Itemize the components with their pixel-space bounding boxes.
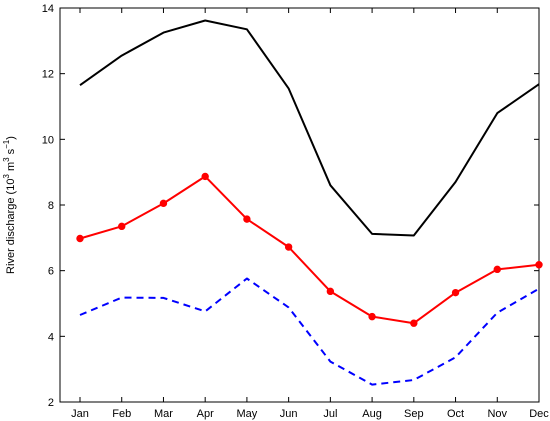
series-2-point [243,215,251,223]
series-2-point [368,312,376,321]
series-2-point [535,261,543,269]
y-axis-label-suffix: ) [5,136,17,140]
x-tick-label: Dec [529,408,549,420]
series-2-point [159,199,168,208]
series-2-point [326,287,335,296]
x-tick-label: Mar [154,408,173,420]
series-2-point [118,222,126,231]
series-2-point [284,243,293,251]
x-tick-label: Aug [362,408,382,420]
y-axis-label-exp1: 3 [2,174,11,179]
y-tick-label: 14 [42,3,54,15]
y-axis-label: River discharge (103 m3 s−1) [2,136,17,274]
y-tick-label: 12 [42,69,54,81]
series-2-point [493,265,501,274]
series-2-point [410,319,418,327]
plot-area-border [59,7,540,403]
y-axis-label-exp2: 3 [2,157,11,162]
y-axis-label-mid2: s [5,148,17,157]
y-axis-label-exp3: −1 [2,139,11,149]
y-tick-label: 2 [48,397,54,409]
y-tick-label: 4 [48,331,54,343]
series-line-2 [79,175,540,325]
y-tick-label: 10 [42,134,54,146]
series-2-point [76,234,84,243]
series-layer [76,19,543,386]
x-tick-label: Nov [487,408,507,420]
y-axis-label-mid: m [5,162,17,174]
x-tick-label: Oct [447,408,464,420]
x-tick-label: Jul [323,408,337,420]
y-tick-label: 6 [48,266,54,278]
series-2-point [201,172,209,181]
x-tick-label: Sep [404,408,424,420]
plot-frame [59,7,540,403]
x-tick-label: Feb [112,408,131,420]
series-line-3 [79,277,540,386]
x-tick-label: May [237,408,258,420]
x-tick-label: Jun [280,408,298,420]
series-2-point [451,288,460,297]
x-tick-label: Apr [197,408,214,420]
x-tick-label: Jan [71,408,89,420]
x-axis-ticks: Jan Feb Mar Apr May Jun Jul Aug Sep Oct Nov Dec [71,8,549,420]
series-line-1 [79,19,540,237]
y-axis-label-prefix: River discharge (10 [5,179,17,274]
y-axis-ticks: 2 4 6 8 10 12 14 [42,3,539,409]
y-tick-label: 8 [48,200,54,212]
